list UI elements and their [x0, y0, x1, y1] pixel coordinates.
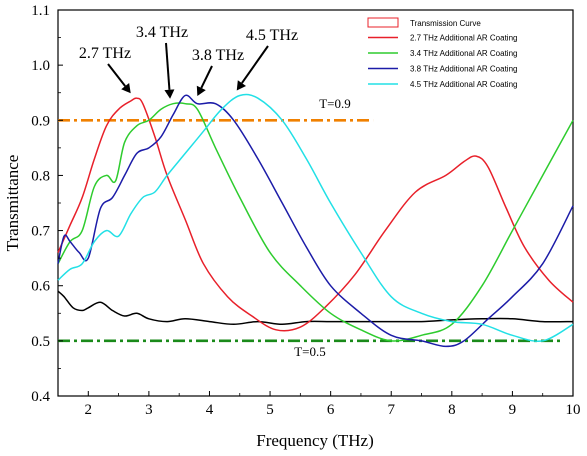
legend-title: Transmission Curve [410, 19, 481, 28]
reference-line-label-0: T=0.9 [319, 96, 351, 111]
x-tick-label-8: 10 [566, 402, 581, 418]
legend-label-1: 3.4 THz Additional AR Coating [410, 49, 517, 58]
x-tick-label-0: 2 [85, 402, 93, 418]
reference-lines: T=0.9 T=0.5 [58, 96, 561, 359]
series-line-4 [57, 93, 574, 343]
y-axis-label: Transmittance [3, 155, 22, 252]
peak-arrow-1 [165, 42, 171, 90]
peak-arrow-3 [241, 45, 269, 84]
x-tick-label-4: 6 [327, 402, 335, 418]
y-tick-label-1: 0.5 [31, 334, 50, 350]
peak-arrowhead-3 [236, 80, 247, 91]
peak-arrowhead-1 [164, 89, 175, 99]
legend-label-0: 2.7 THz Additional AR Coating [410, 34, 517, 43]
peak-arrowhead-0 [121, 83, 131, 94]
peak-arrowhead-2 [196, 85, 206, 96]
x-tick-label-5: 7 [387, 402, 395, 418]
peak-label-0: 2.7 THz [79, 45, 131, 62]
legend-label-2: 3.8 THz Additional AR Coating [410, 65, 517, 74]
series-line-3 [57, 94, 574, 348]
y-tick-label-6: 1.0 [31, 58, 50, 74]
x-tick-label-6: 8 [448, 402, 456, 418]
x-tick-label-2: 4 [206, 402, 214, 418]
peak-label-3: 4.5 THz [246, 27, 298, 44]
x-axis-label: Frequency (THz) [256, 431, 374, 450]
y-axis-ticks: 0.4 0.5 0.6 0.7 0.8 0.9 1.0 1.1 [31, 3, 63, 405]
y-tick-label-4: 0.8 [31, 168, 50, 184]
reference-line-label-1: T=0.5 [294, 344, 326, 359]
series-line-2 [57, 102, 574, 342]
y-tick-label-5: 0.9 [31, 113, 50, 129]
peak-arrow-2 [200, 65, 213, 89]
legend-label-3: 4.5 THz Additional AR Coating [410, 80, 517, 89]
peak-label-1: 3.4 THz [136, 24, 188, 41]
y-tick-label-2: 0.6 [31, 279, 50, 295]
peak-label-2: 3.8 THz [192, 47, 244, 64]
y-tick-label-3: 0.7 [31, 224, 50, 240]
legend-swatch-box [367, 17, 399, 28]
y-tick-label-7: 1.1 [31, 3, 50, 19]
x-tick-label-1: 3 [145, 402, 153, 418]
series-line-1 [57, 97, 574, 332]
x-tick-label-7: 9 [509, 402, 517, 418]
y-tick-label-0: 0.4 [31, 389, 50, 405]
peak-arrow-0 [107, 63, 126, 87]
series-lines [57, 93, 574, 348]
legend: Transmission Curve 2.7 THz Additional AR … [367, 17, 517, 89]
x-axis-ticks: 2 3 4 5 6 7 8 9 10 [57, 391, 581, 418]
x-tick-label-3: 5 [266, 402, 274, 418]
series-line-0 [57, 290, 574, 326]
